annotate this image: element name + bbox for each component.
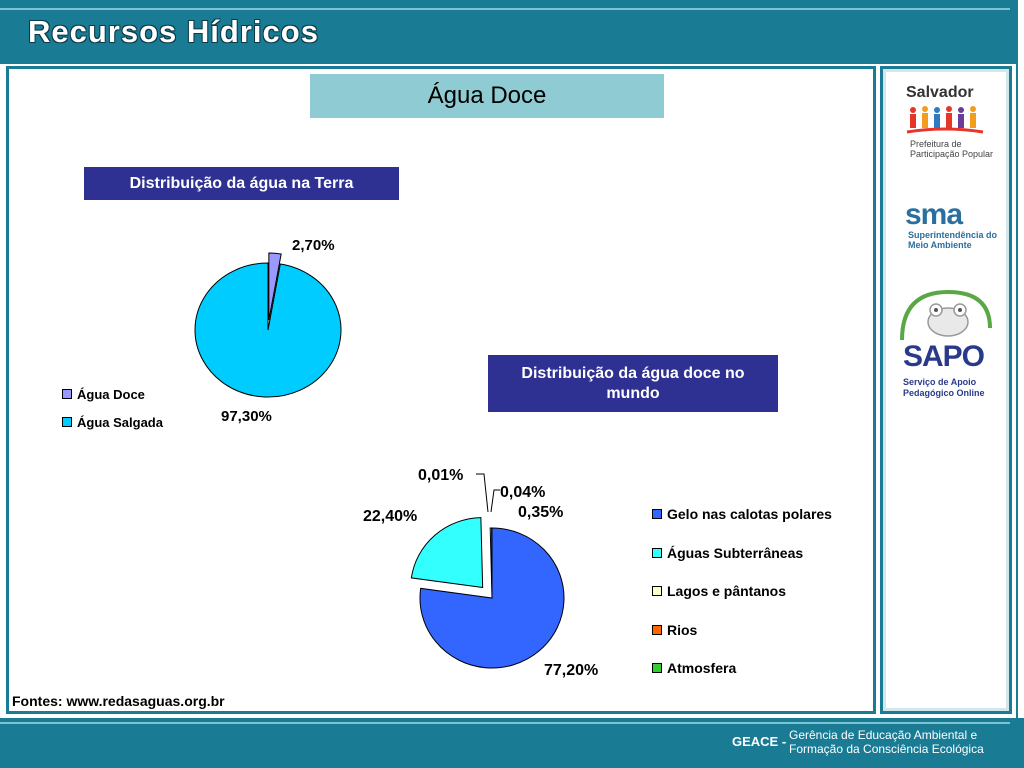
chart2-legend-label: Águas Subterrâneas [667, 544, 804, 561]
chart2-data-label: 0,35% [518, 504, 563, 521]
chart1-data-label: 2,70% [292, 237, 335, 254]
footer-stripe [0, 722, 1010, 724]
chart1-legend-item: Água Salgada [62, 408, 163, 436]
chart2-legend-label: Gelo nas calotas polares [667, 506, 832, 523]
chart2-legend: Gelo nas calotas polares Águas Subterrân… [652, 495, 832, 688]
chart1-legend-label: Água Doce [77, 386, 145, 402]
chart1-title: Distribuição da água na Terra [84, 167, 399, 200]
chart2-legend-item: Gelo nas calotas polares [652, 495, 832, 534]
chart1-slice [268, 252, 282, 321]
chart2-data-label: 0,01% [418, 467, 463, 484]
chart2-legend-swatch [652, 663, 662, 674]
chart2-leader-line [490, 489, 500, 513]
chart2-legend-item: Atmosfera [652, 649, 832, 688]
salvador-logo-name: Salvador [906, 84, 974, 101]
right-edge [1016, 0, 1024, 768]
sidebar-panel [886, 72, 1006, 708]
sapo-logo-name: SAPO [903, 340, 985, 373]
chart2-legend-label: Lagos e pântanos [667, 583, 787, 600]
sapo-logo-subtitle: Serviço de Apoio Pedagógico Online [903, 377, 985, 398]
chart2-leader-line [476, 473, 489, 513]
footer-description-line1: Gerência de Educação Ambiental e [789, 728, 978, 742]
salvador-logo-subtitle: Prefeitura de Participação Popular [910, 139, 994, 159]
chart1-legend-swatch [62, 389, 72, 399]
footer-org: GEACE - [732, 734, 787, 749]
footer-description-line2: Formação da Consciência Ecológica [789, 742, 984, 756]
app-title: Recursos Hídricos [28, 14, 319, 49]
chart2-legend-item: Rios [652, 611, 832, 650]
chart2-data-label: 77,20% [544, 662, 598, 679]
chart1-legend-item: Água Doce [62, 380, 163, 408]
frog-icon [900, 289, 992, 341]
chart2-legend-label: Atmosfera [667, 660, 737, 677]
salvador-people-icon [906, 106, 984, 134]
source-note: Fontes: www.redasaguas.org.br [12, 693, 225, 709]
chart2-legend-label: Rios [667, 621, 698, 638]
chart2-title: Distribuição da água doce no mundo [488, 355, 778, 412]
footer-bar [0, 718, 1024, 768]
chart1-slice [194, 262, 342, 398]
sma-logo-name: sma [905, 198, 963, 231]
chart2-slice [410, 517, 484, 589]
chart2-data-label: 22,40% [363, 508, 417, 525]
chart2-legend-item: Lagos e pântanos [652, 572, 832, 611]
header-bar [0, 0, 1024, 64]
chart2-data-label: 0,04% [500, 484, 545, 501]
chart2-legend-item: Águas Subterrâneas [652, 534, 832, 573]
chart1-legend: Água Doce Água Salgada [62, 380, 163, 436]
chart2-legend-swatch [652, 509, 662, 520]
chart2-legend-swatch [652, 586, 662, 597]
footer-description: Gerência de Educação Ambiental e Formaçã… [789, 728, 984, 756]
header-stripe [0, 8, 1010, 10]
chart2-legend-swatch [652, 624, 662, 635]
chart1-legend-label: Água Salgada [77, 414, 163, 430]
sma-logo-subtitle: Superintendência do Meio Ambiente [908, 230, 998, 250]
page-title: Água Doce [310, 74, 664, 118]
chart1-legend-swatch [62, 417, 72, 427]
sidebar-frame [880, 66, 1012, 714]
chart1-data-label: 97,30% [221, 408, 272, 425]
chart2-legend-swatch [652, 547, 662, 558]
